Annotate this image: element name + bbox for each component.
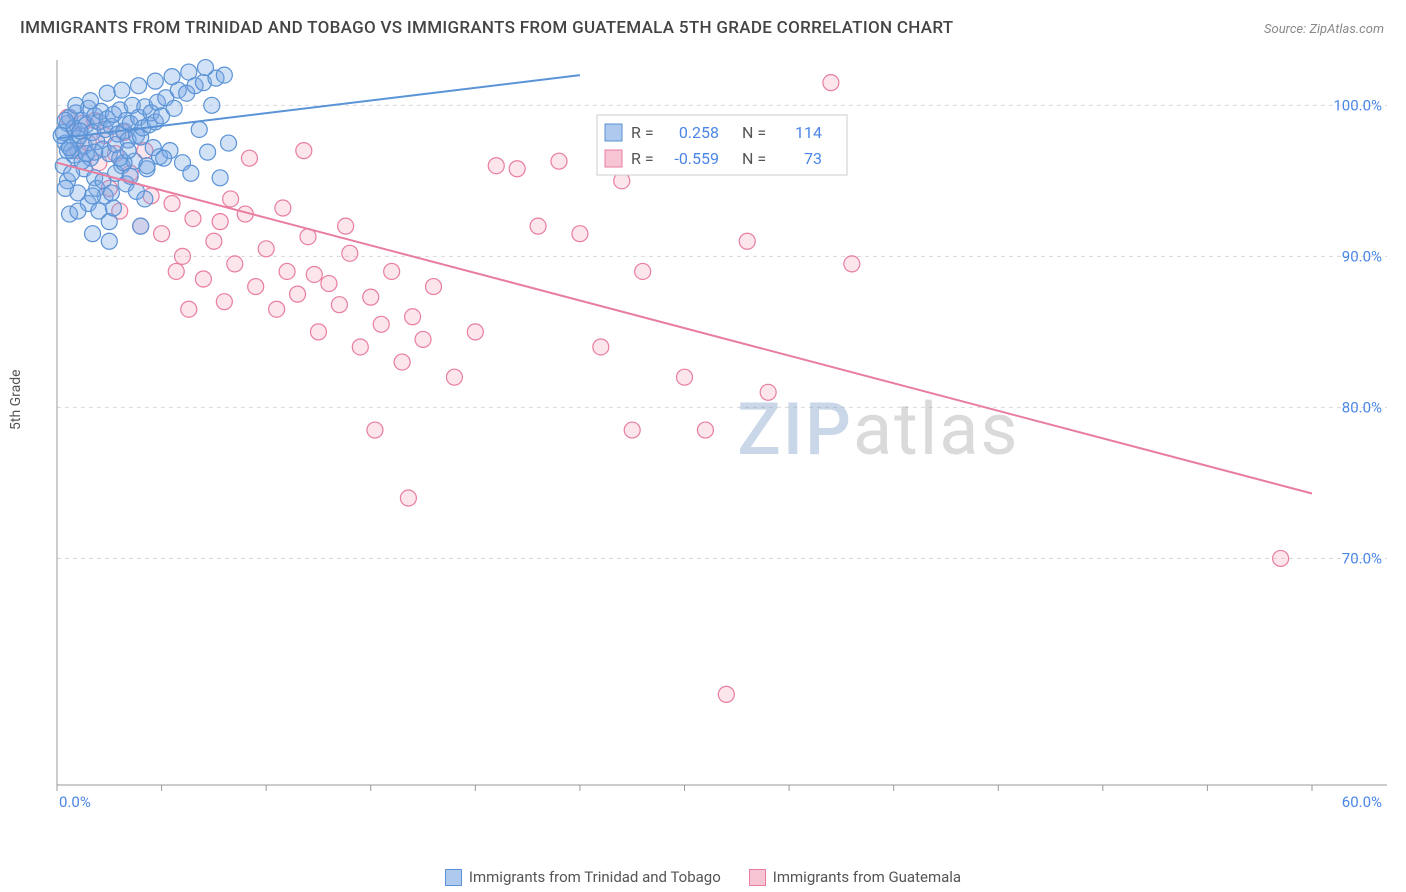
svg-text:0.0%: 0.0%	[59, 793, 91, 811]
svg-text:R =: R =	[631, 149, 654, 168]
svg-text:100.0%: 100.0%	[1333, 96, 1382, 114]
svg-text:-0.559: -0.559	[674, 149, 719, 168]
svg-text:60.0%: 60.0%	[1342, 793, 1382, 811]
svg-text:N =: N =	[742, 123, 766, 142]
source-label: Source:	[1264, 22, 1309, 37]
swatch-pink	[749, 869, 766, 886]
y-axis-label: 5th Grade	[8, 369, 24, 430]
plot-area: 70.0% 80.0% 90.0% 100.0% 0.0% 60.0% ZIPatlas R …	[47, 55, 1387, 815]
svg-text:R =: R =	[631, 123, 654, 142]
svg-text:ZIPatlas: ZIPatlas	[737, 387, 1019, 472]
plot-svg: 70.0% 80.0% 90.0% 100.0% 0.0% 60.0% ZIPatlas R …	[47, 55, 1387, 815]
legend-label-blue: Immigrants from Trinidad and Tobago	[469, 868, 721, 886]
svg-text:114: 114	[795, 123, 822, 142]
source-attribution: Source: ZipAtlas.com	[1264, 22, 1384, 37]
svg-text:73: 73	[804, 149, 822, 168]
source-name: ZipAtlas.com	[1309, 22, 1384, 37]
chart-title: IMMIGRANTS FROM TRINIDAD AND TOBAGO VS I…	[20, 18, 953, 38]
legend-item-pink: Immigrants from Guatemala	[749, 868, 961, 886]
legend-bottom: Immigrants from Trinidad and Tobago Immi…	[0, 868, 1406, 886]
svg-text:0.258: 0.258	[679, 123, 719, 142]
svg-text:70.0%: 70.0%	[1342, 549, 1382, 567]
legend-item-blue: Immigrants from Trinidad and Tobago	[445, 868, 721, 886]
legend-label-pink: Immigrants from Guatemala	[773, 868, 961, 886]
svg-text:80.0%: 80.0%	[1342, 398, 1382, 416]
svg-text:90.0%: 90.0%	[1342, 247, 1382, 265]
svg-text:N =: N =	[742, 149, 766, 168]
swatch-blue	[445, 869, 462, 886]
